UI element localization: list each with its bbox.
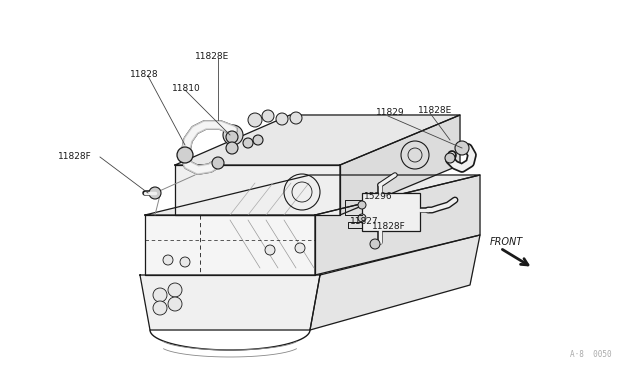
Circle shape — [177, 147, 193, 163]
Circle shape — [358, 201, 366, 209]
Text: 15296: 15296 — [364, 192, 392, 201]
Circle shape — [248, 113, 262, 127]
Circle shape — [180, 257, 190, 267]
Circle shape — [226, 142, 238, 154]
Text: A·8  0050: A·8 0050 — [570, 350, 612, 359]
Circle shape — [295, 243, 305, 253]
Text: 11827: 11827 — [350, 217, 379, 226]
Circle shape — [358, 214, 366, 222]
Circle shape — [153, 301, 167, 315]
Polygon shape — [145, 215, 315, 275]
Polygon shape — [315, 175, 480, 275]
Circle shape — [290, 112, 302, 124]
Text: 11829: 11829 — [376, 108, 404, 117]
Text: 11828: 11828 — [130, 70, 159, 79]
Circle shape — [149, 187, 161, 199]
Circle shape — [253, 135, 263, 145]
Circle shape — [223, 125, 243, 145]
Circle shape — [262, 110, 274, 122]
Text: FRONT: FRONT — [490, 237, 524, 247]
Polygon shape — [145, 175, 480, 215]
Text: 11810: 11810 — [172, 84, 201, 93]
Circle shape — [370, 239, 380, 249]
Circle shape — [243, 138, 253, 148]
Circle shape — [276, 113, 288, 125]
Text: 11828F: 11828F — [58, 152, 92, 161]
Polygon shape — [340, 115, 460, 215]
Polygon shape — [175, 115, 460, 165]
Text: 11828E: 11828E — [418, 106, 452, 115]
Text: 11828E: 11828E — [195, 52, 229, 61]
Polygon shape — [140, 275, 320, 330]
Circle shape — [455, 141, 469, 155]
Polygon shape — [175, 165, 340, 215]
Circle shape — [153, 288, 167, 302]
Bar — [362, 193, 420, 231]
Circle shape — [265, 245, 275, 255]
Polygon shape — [310, 235, 480, 330]
Text: 11828F: 11828F — [372, 222, 406, 231]
Circle shape — [212, 157, 224, 169]
Circle shape — [168, 297, 182, 311]
Circle shape — [168, 283, 182, 297]
Circle shape — [226, 131, 238, 143]
Circle shape — [445, 153, 455, 163]
Circle shape — [163, 255, 173, 265]
